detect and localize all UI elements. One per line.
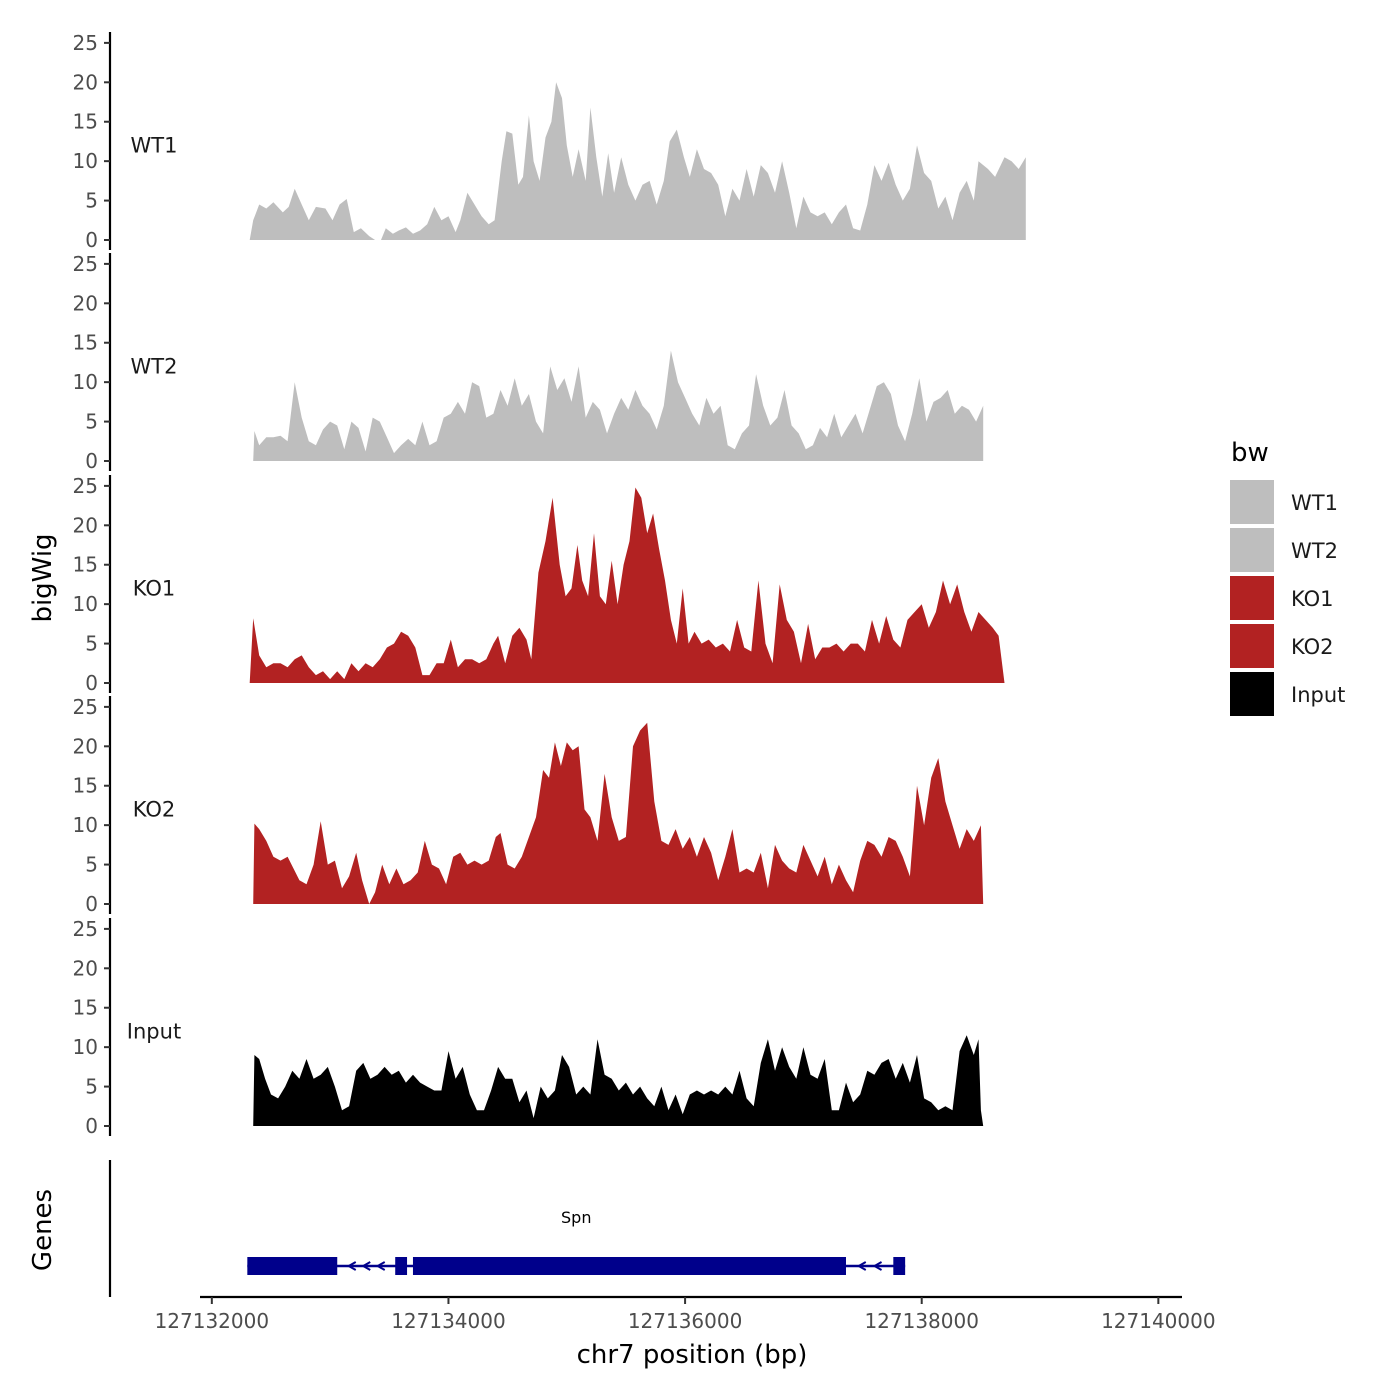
y-tick-label-input-25: 25 <box>73 917 98 941</box>
y-axis-title: bigWig <box>28 533 58 622</box>
y-tick-label-input-5: 5 <box>85 1075 98 1099</box>
y-tick-label-ko2-25: 25 <box>73 695 98 719</box>
legend-label-ko1: KO1 <box>1291 587 1334 611</box>
track-label-input: Input <box>127 1020 181 1044</box>
track-area-ko1 <box>249 487 1005 683</box>
x-tick-label-127136000: 127136000 <box>628 1309 743 1333</box>
y-tick-label-input-0: 0 <box>85 1114 98 1138</box>
legend-label-input: Input <box>1291 683 1345 707</box>
y-tick-label-ko1-0: 0 <box>85 671 98 695</box>
x-tick-label-127140000: 127140000 <box>1101 1309 1216 1333</box>
legend-item-wt2: WT2 <box>1230 528 1338 572</box>
legend-label-wt1: WT1 <box>1291 491 1338 515</box>
legend-key-wt2 <box>1230 528 1274 572</box>
track-ko2: 0 5 10 15 20 25 KO2 <box>73 695 984 916</box>
genes-panel: Spn <box>108 1160 906 1297</box>
x-tick-label-127134000: 127134000 <box>391 1309 506 1333</box>
strand-arrow <box>346 1261 357 1271</box>
gene-exon-2 <box>395 1257 408 1275</box>
y-tick-label-wt1-5: 5 <box>85 189 98 213</box>
y-tick-label-ko1-10: 10 <box>73 592 98 616</box>
y-tick-label-ko2-0: 0 <box>85 892 98 916</box>
y-tick-label-ko1-5: 5 <box>85 632 98 656</box>
y-tick-label-wt2-15: 15 <box>73 331 98 355</box>
x-axis: 127132000 127134000 127136000 127138000 1271… <box>155 1295 1216 1333</box>
legend-label-wt2: WT2 <box>1291 539 1338 563</box>
y-tick-label-wt2-5: 5 <box>85 410 98 434</box>
y-tick-label-ko2-15: 15 <box>73 774 98 798</box>
track-area-ko2 <box>253 722 984 904</box>
legend-key-input <box>1230 672 1274 716</box>
y-tick-label-ko1-15: 15 <box>73 553 98 577</box>
track-label-ko2: KO2 <box>133 798 176 822</box>
legend-item-ko1: KO1 <box>1230 576 1334 620</box>
y-tick-label-ko2-5: 5 <box>85 853 98 877</box>
y-tick-label-wt1-20: 20 <box>73 70 98 94</box>
legend-item-wt1: WT1 <box>1230 480 1338 524</box>
y-tick-label-ko2-10: 10 <box>73 813 98 837</box>
track-area-input <box>253 1035 984 1126</box>
legend-items: WT1 WT2 KO1 KO2 Input <box>1230 480 1345 716</box>
y-tick-label-wt1-10: 10 <box>73 149 98 173</box>
strand-arrow <box>375 1261 386 1271</box>
bigwig-tracks: 0510152025WT10510152025WT20510152025KO10… <box>73 31 1026 1138</box>
genes-axis-title: Genes <box>28 1189 58 1271</box>
y-tick-label-wt2-10: 10 <box>73 370 98 394</box>
track-input: 0 5 10 15 20 25 Input <box>73 917 984 1138</box>
gene-exon-4 <box>893 1257 906 1275</box>
y-tick-label-ko1-20: 20 <box>73 513 98 537</box>
gene-spn: Spn <box>247 1208 906 1275</box>
x-tick-label-127138000: 127138000 <box>864 1309 979 1333</box>
legend-key-ko1 <box>1230 576 1274 620</box>
strand-arrow <box>361 1261 371 1271</box>
track-area-wt1 <box>249 82 1026 240</box>
legend-title: bw <box>1231 438 1269 468</box>
legend-key-ko2 <box>1230 624 1274 668</box>
y-tick-label-ko2-20: 20 <box>73 734 98 758</box>
y-tick-label-wt2-20: 20 <box>73 291 98 315</box>
strand-arrow <box>856 1261 867 1271</box>
legend-key-wt1 <box>1230 480 1274 524</box>
track-label-ko1: KO1 <box>133 577 176 601</box>
legend-label-ko2: KO2 <box>1291 635 1334 659</box>
track-label-wt2: WT2 <box>131 355 178 379</box>
y-tick-label-input-20: 20 <box>73 956 98 980</box>
y-tick-label-input-10: 10 <box>73 1035 98 1059</box>
y-tick-label-wt1-0: 0 <box>85 228 98 252</box>
gene-exon-1 <box>247 1257 338 1275</box>
track-wt2: 0 5 10 15 20 25 WT2 <box>73 252 984 473</box>
y-tick-label-input-15: 15 <box>73 996 98 1020</box>
y-tick-label-wt2-25: 25 <box>73 252 98 276</box>
strand-arrow <box>872 1261 883 1271</box>
x-tick-label-127132000: 127132000 <box>155 1309 270 1333</box>
legend-item-input: Input <box>1230 672 1345 716</box>
legend: bw WT1 WT2 KO1 KO2 Input <box>1230 438 1345 716</box>
track-ko1: 0 5 10 15 20 25 KO1 <box>73 474 1005 695</box>
y-tick-label-wt2-0: 0 <box>85 449 98 473</box>
track-area-wt2 <box>253 350 984 461</box>
y-tick-label-ko1-25: 25 <box>73 474 98 498</box>
track-wt1: 0 5 10 15 20 25 WT1 <box>73 31 1026 252</box>
y-tick-label-wt1-15: 15 <box>73 110 98 134</box>
gene-label: Spn <box>561 1208 591 1227</box>
y-tick-label-wt1-25: 25 <box>73 31 98 55</box>
legend-item-ko2: KO2 <box>1230 624 1334 668</box>
track-label-wt1: WT1 <box>131 134 178 158</box>
gene-exon-3 <box>412 1257 846 1275</box>
x-axis-title: chr7 position (bp) <box>577 1340 808 1370</box>
